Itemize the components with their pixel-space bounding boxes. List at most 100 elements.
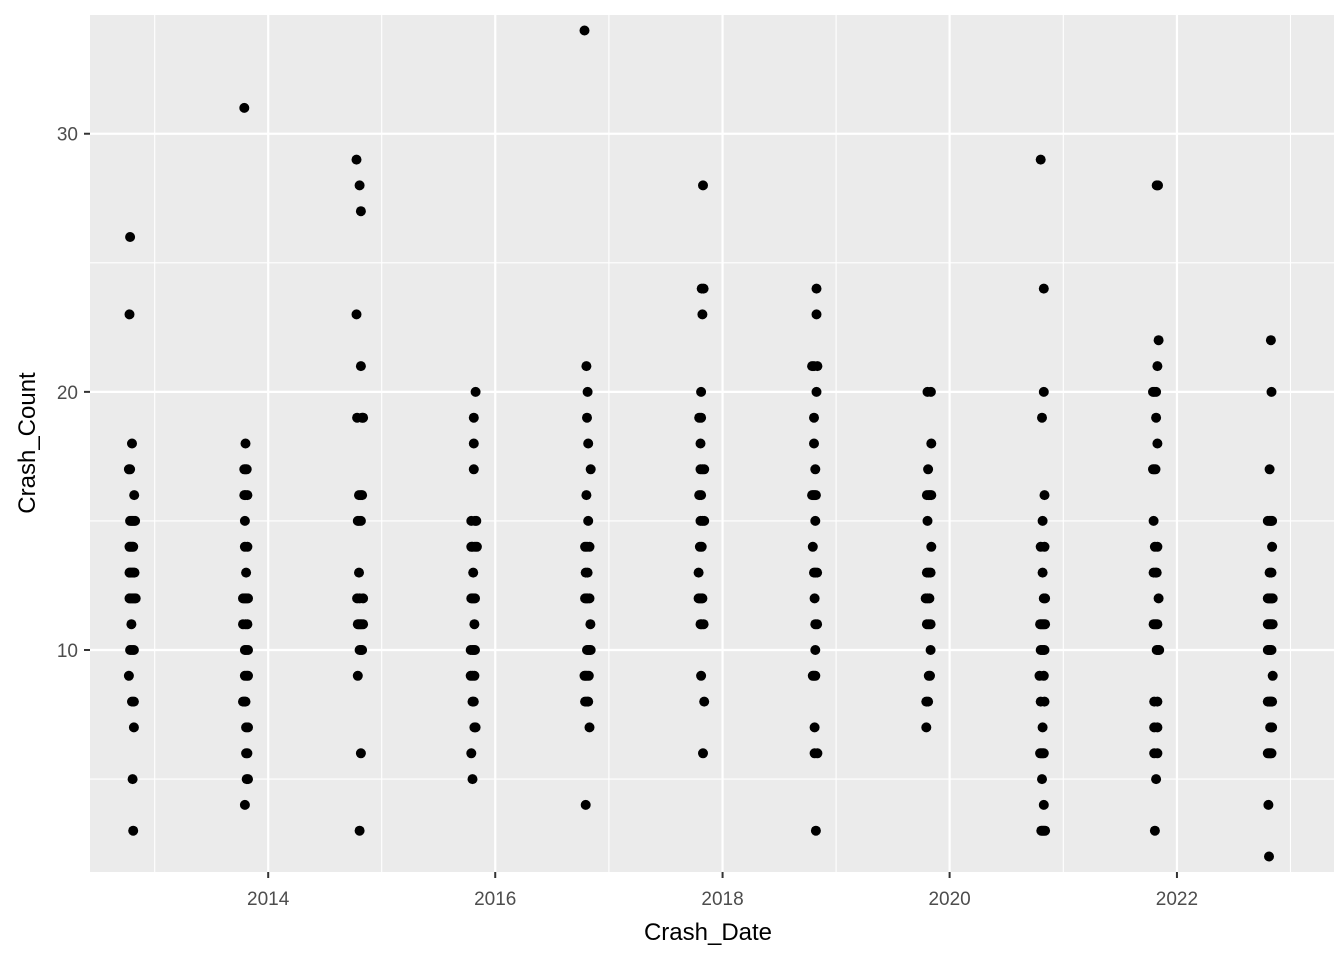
data-point (698, 283, 709, 294)
x-tick-label: 2016 (474, 889, 516, 910)
data-point (470, 645, 480, 655)
data-point (1151, 386, 1162, 397)
data-point (1037, 412, 1047, 423)
data-point (923, 696, 934, 707)
data-point (468, 567, 479, 578)
data-point (583, 438, 594, 449)
data-point (129, 490, 140, 501)
data-point (1152, 748, 1163, 759)
data-point (129, 567, 140, 578)
data-point (581, 490, 592, 501)
data-point (809, 722, 820, 733)
data-point (582, 386, 593, 397)
data-point (355, 206, 366, 217)
data-point (239, 102, 250, 113)
data-point (351, 309, 362, 320)
data-point (1148, 515, 1159, 526)
data-point (243, 645, 253, 655)
data-point (1035, 154, 1046, 165)
data-point (1154, 645, 1165, 655)
data-point (925, 386, 936, 397)
data-point (125, 464, 136, 475)
y-axis-ticks: 10 20 30 (57, 125, 90, 662)
data-point (1038, 748, 1049, 759)
x-tick-label: 2022 (1156, 889, 1198, 910)
data-point (358, 619, 369, 630)
data-point (130, 515, 141, 526)
data-point (698, 180, 708, 191)
data-point (1267, 541, 1278, 552)
data-point (696, 412, 707, 423)
data-point (810, 825, 821, 836)
x-tick-label: 2014 (247, 889, 290, 910)
data-point (812, 619, 823, 630)
data-point (351, 154, 362, 165)
data-point (579, 25, 590, 36)
data-point (811, 309, 822, 320)
data-point (1151, 567, 1162, 578)
data-point (1267, 696, 1278, 707)
data-point (242, 490, 253, 501)
data-point (466, 748, 477, 759)
data-point (810, 515, 821, 526)
data-point (128, 541, 139, 552)
data-point (1263, 799, 1274, 810)
data-point (470, 386, 481, 397)
data-point (243, 670, 253, 681)
data-point (242, 748, 253, 759)
data-point (354, 180, 365, 191)
data-point (812, 567, 823, 578)
data-point (695, 438, 706, 449)
data-point (128, 696, 139, 707)
data-point (124, 309, 135, 320)
data-point (696, 541, 707, 552)
data-point (1039, 696, 1050, 707)
data-point (469, 619, 480, 630)
data-point (355, 515, 366, 526)
data-point (1151, 412, 1162, 423)
data-point (584, 541, 595, 552)
data-point (358, 412, 369, 423)
data-point (243, 774, 253, 785)
data-point (471, 515, 482, 526)
data-point (1266, 645, 1277, 655)
data-point (923, 464, 934, 475)
data-point (585, 645, 596, 655)
x-axis-title: Crash_Date (644, 919, 772, 946)
data-point (243, 722, 253, 733)
data-point (812, 748, 823, 759)
data-point (925, 670, 935, 681)
data-point (1039, 490, 1050, 501)
x-axis-ticks: 2014 2016 2018 2020 2022 (247, 872, 1198, 910)
data-point (1267, 593, 1278, 604)
data-point (925, 645, 936, 655)
data-point (1040, 825, 1051, 836)
data-point (693, 567, 704, 578)
x-tick-label: 2018 (701, 889, 743, 910)
data-point (242, 541, 253, 552)
data-point (468, 696, 479, 707)
data-point (470, 722, 481, 733)
data-point (583, 670, 594, 681)
data-point (698, 748, 708, 759)
data-point (1266, 386, 1277, 397)
data-points (123, 25, 1278, 862)
data-point (128, 645, 139, 655)
data-point (1153, 593, 1164, 604)
data-point (1153, 180, 1163, 191)
data-point (1150, 464, 1161, 475)
data-point (810, 490, 821, 501)
data-point (583, 515, 594, 526)
data-point (1267, 670, 1278, 681)
data-point (921, 722, 932, 733)
data-point (812, 361, 823, 372)
data-point (809, 438, 819, 449)
data-point (1039, 541, 1050, 552)
data-point (585, 464, 596, 475)
data-point (241, 464, 252, 475)
data-point (242, 619, 253, 630)
data-point (1037, 567, 1048, 578)
data-point (1264, 464, 1275, 475)
data-point (584, 722, 595, 733)
